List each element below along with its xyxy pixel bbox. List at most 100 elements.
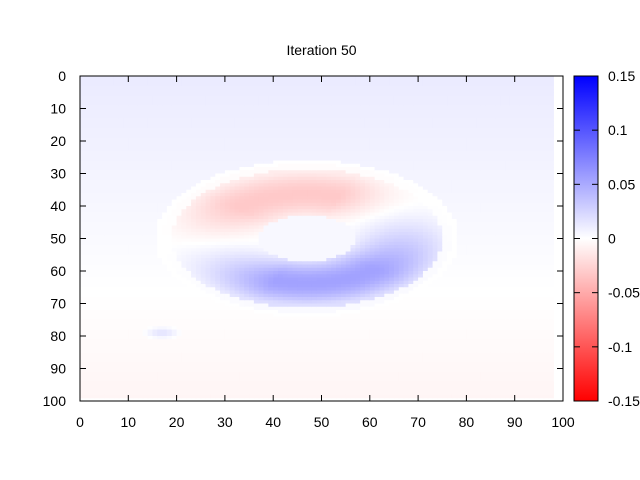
heatmap-cell xyxy=(176,173,183,178)
heatmap-cell xyxy=(239,222,245,227)
heatmap-cell xyxy=(133,108,139,113)
heatmap-cell xyxy=(200,85,207,90)
heatmap-cell xyxy=(84,277,91,282)
heatmap-cell xyxy=(118,141,125,145)
heatmap-cell xyxy=(142,251,149,256)
heatmap-cell xyxy=(162,332,168,337)
heatmap-cell xyxy=(104,306,110,311)
heatmap-cell xyxy=(137,371,144,376)
heatmap-cell xyxy=(123,238,129,243)
heatmap-cell xyxy=(307,362,313,366)
heatmap-cell xyxy=(195,238,202,243)
heatmap-cell xyxy=(147,254,154,259)
heatmap-cell xyxy=(249,280,255,285)
heatmap-cell xyxy=(200,323,207,327)
heatmap-cell xyxy=(166,384,173,389)
heatmap-cell xyxy=(147,303,154,308)
heatmap-cell xyxy=(253,108,260,113)
heatmap-cell xyxy=(108,219,115,223)
heatmap-cell xyxy=(258,102,265,106)
heatmap-cell xyxy=(253,163,260,168)
heatmap-cell xyxy=(239,303,245,308)
heatmap-cell xyxy=(234,79,240,84)
heatmap-cell xyxy=(118,323,125,327)
heatmap-cell xyxy=(316,199,323,204)
heatmap-cell xyxy=(133,277,139,282)
heatmap-cell xyxy=(258,290,265,295)
heatmap-cell xyxy=(147,193,154,197)
heatmap-cell xyxy=(307,248,313,253)
heatmap-cell xyxy=(195,154,202,158)
heatmap-cell xyxy=(292,105,298,110)
heatmap-cell xyxy=(263,251,269,256)
heatmap-cell xyxy=(128,128,134,132)
heatmap-cell xyxy=(273,371,279,376)
heatmap-cell xyxy=(278,251,284,256)
heatmap-cell xyxy=(80,280,86,285)
heatmap-cell xyxy=(268,193,274,197)
heatmap-cell xyxy=(239,235,245,240)
heatmap-cell xyxy=(234,206,240,210)
heatmap-cell xyxy=(249,277,255,282)
heatmap-cell xyxy=(278,219,284,223)
heatmap-cell xyxy=(282,297,289,301)
heatmap-cell xyxy=(249,222,255,227)
heatmap-cell xyxy=(273,206,279,210)
heatmap-cell xyxy=(258,316,265,321)
heatmap-cell xyxy=(142,196,149,201)
heatmap-cell xyxy=(104,128,110,132)
heatmap-cell xyxy=(162,316,168,321)
heatmap-cell xyxy=(118,160,125,165)
heatmap-cell xyxy=(215,102,221,106)
heatmap-cell xyxy=(307,352,313,357)
heatmap-cell xyxy=(166,349,173,353)
heatmap-cell xyxy=(176,329,183,334)
heatmap-cell xyxy=(220,297,226,301)
heatmap-cell xyxy=(210,264,216,269)
heatmap-cell xyxy=(84,365,91,370)
heatmap-cell xyxy=(200,297,207,301)
heatmap-cell xyxy=(297,352,303,357)
heatmap-cell xyxy=(137,280,144,285)
heatmap-cell xyxy=(205,180,212,184)
heatmap-cell xyxy=(287,222,294,227)
heatmap-cell xyxy=(118,388,125,392)
heatmap-cell xyxy=(229,154,236,158)
heatmap-cell xyxy=(273,258,279,262)
heatmap-cell xyxy=(253,245,260,249)
heatmap-cell xyxy=(287,332,294,337)
heatmap-cell xyxy=(297,209,303,214)
heatmap-cell xyxy=(311,163,318,168)
heatmap-cell xyxy=(137,388,144,392)
heatmap-cell xyxy=(205,274,212,279)
heatmap-cell xyxy=(166,193,173,197)
heatmap-cell xyxy=(278,306,284,311)
heatmap-cell xyxy=(282,121,289,126)
heatmap-cell xyxy=(94,196,100,201)
heatmap-cell xyxy=(157,225,163,230)
heatmap-cell xyxy=(205,170,212,175)
heatmap-cell xyxy=(152,238,158,243)
heatmap-cell xyxy=(253,271,260,275)
heatmap-cell xyxy=(253,131,260,136)
heatmap-cell xyxy=(123,225,129,230)
heatmap-cell xyxy=(249,394,255,399)
heatmap-cell xyxy=(186,235,192,240)
heatmap-cell xyxy=(253,241,260,246)
heatmap-cell xyxy=(316,329,323,334)
heatmap-cell xyxy=(210,170,216,175)
heatmap-cell xyxy=(128,180,134,184)
heatmap-cell xyxy=(297,284,303,288)
heatmap-cell xyxy=(273,241,279,246)
heatmap-cell xyxy=(302,241,308,246)
heatmap-cell xyxy=(94,352,100,357)
heatmap-cell xyxy=(307,131,313,136)
heatmap-cell xyxy=(94,248,100,253)
heatmap-cell xyxy=(239,271,245,275)
heatmap-cell xyxy=(200,76,207,80)
heatmap-cell xyxy=(268,310,274,314)
heatmap-cell xyxy=(200,209,207,214)
heatmap-cell xyxy=(162,362,168,366)
heatmap-cell xyxy=(263,264,269,269)
heatmap-cell xyxy=(133,306,139,311)
